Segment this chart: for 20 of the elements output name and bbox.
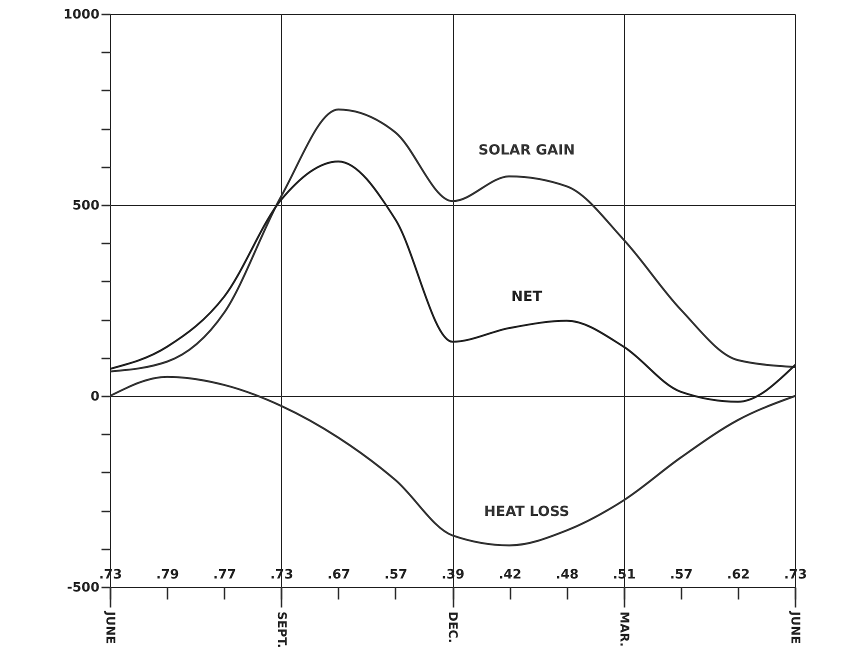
x-tick-label: .48 bbox=[556, 568, 579, 582]
x-tick-label: .67 bbox=[327, 568, 350, 582]
series-label: HEAT LOSS bbox=[484, 504, 570, 520]
text: MAR. bbox=[617, 612, 632, 647]
y-tick-label: 1000 bbox=[63, 8, 100, 22]
y-tick-label: -500 bbox=[66, 580, 100, 596]
x-tick-label: .79 bbox=[156, 568, 180, 582]
text: SEPT. bbox=[274, 612, 289, 648]
text: JUNE bbox=[104, 610, 118, 644]
y-tick-label: 0 bbox=[90, 390, 100, 404]
x-tick-label: .57 bbox=[670, 568, 693, 582]
x-tick-label: .42 bbox=[498, 568, 522, 582]
series-label: NET bbox=[511, 288, 543, 305]
y-tick-label: 500 bbox=[72, 198, 100, 214]
series-label: SOLAR GAIN bbox=[478, 142, 576, 158]
x-tick-label: .57 bbox=[384, 568, 408, 582]
x-tick-label: .62 bbox=[726, 568, 750, 582]
text: JUNE bbox=[788, 610, 802, 644]
text: DEC. bbox=[446, 612, 460, 644]
x-tick-label: .77 bbox=[213, 568, 236, 582]
